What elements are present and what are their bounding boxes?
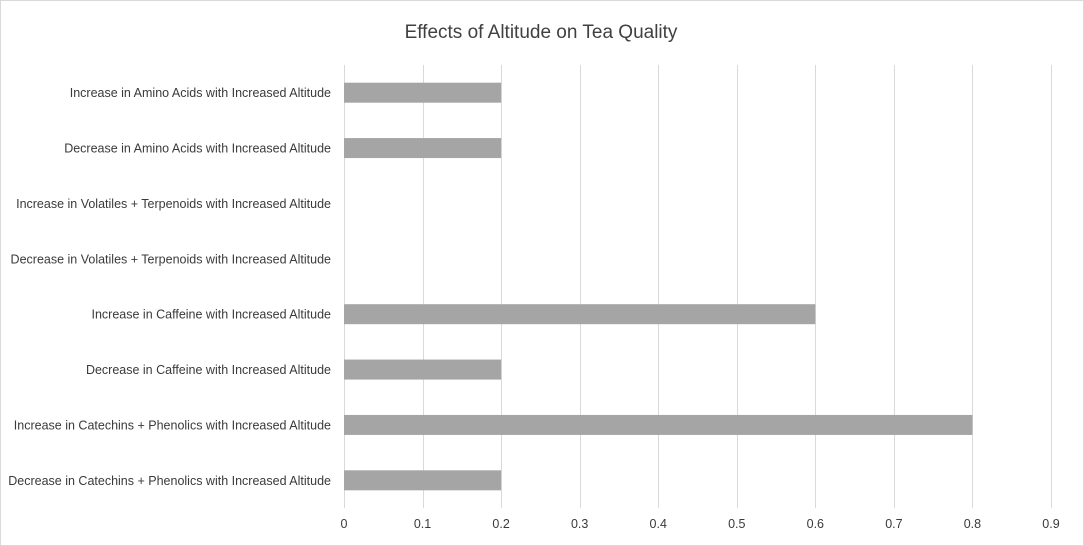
category-label: Decrease in Caffeine with Increased Alti… [86, 363, 331, 377]
category-label: Decrease in Volatiles + Terpenoids with … [11, 252, 331, 266]
category-label: Increase in Amino Acids with Increased A… [70, 86, 331, 100]
category-label: Decrease in Catechins + Phenolics with I… [8, 474, 331, 488]
bar [344, 414, 973, 435]
chart-title: Effects of Altitude on Tea Quality [405, 22, 678, 43]
x-tick-label: 0.3 [571, 517, 588, 531]
category-label: Increase in Catechins + Phenolics with I… [14, 418, 331, 432]
x-tick-label: 0.4 [650, 517, 667, 531]
category-label: Decrease in Amino Acids with Increased A… [64, 142, 331, 156]
bar [344, 359, 502, 380]
bar [344, 304, 816, 325]
category-label: Increase in Volatiles + Terpenoids with … [16, 197, 331, 211]
bar [344, 138, 502, 159]
x-tick-label: 0.2 [492, 517, 509, 531]
x-tick-label: 0.5 [728, 517, 745, 531]
x-tick-label: 0.9 [1042, 517, 1059, 531]
x-tick-label: 0.6 [807, 517, 824, 531]
bars [344, 82, 973, 491]
x-tick-label: 0.8 [964, 517, 981, 531]
x-axis-tick-labels: 0 0.1 0.2 0.3 0.4 0.5 0.6 0.7 0.8 0.9 [341, 517, 1060, 531]
x-tick-label: 0 [341, 517, 348, 531]
bar [344, 470, 502, 491]
bar [344, 82, 502, 103]
x-tick-label: 0.1 [414, 517, 431, 531]
x-tick-label: 0.7 [885, 517, 902, 531]
category-labels: Increase in Amino Acids with Increased A… [8, 86, 331, 488]
category-label: Increase in Caffeine with Increased Alti… [92, 308, 332, 322]
